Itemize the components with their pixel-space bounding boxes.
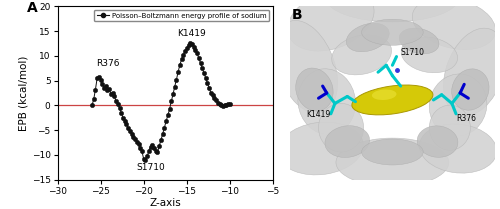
Y-axis label: EPB (kcal/mol): EPB (kcal/mol) <box>19 55 29 131</box>
Text: K1419: K1419 <box>176 29 206 38</box>
X-axis label: Z-axis: Z-axis <box>150 199 181 208</box>
Text: A: A <box>28 1 38 15</box>
Ellipse shape <box>372 89 396 100</box>
Text: K1419: K1419 <box>306 110 330 119</box>
Ellipse shape <box>401 37 458 73</box>
Ellipse shape <box>332 35 392 75</box>
Ellipse shape <box>336 138 449 187</box>
Ellipse shape <box>296 68 333 111</box>
Ellipse shape <box>362 139 423 165</box>
Ellipse shape <box>362 19 423 45</box>
Ellipse shape <box>399 28 439 54</box>
Ellipse shape <box>430 105 470 150</box>
Ellipse shape <box>444 28 500 116</box>
Ellipse shape <box>452 69 489 110</box>
Ellipse shape <box>412 0 496 50</box>
Legend: Poisson–Boltzmann energy profile of sodium: Poisson–Boltzmann energy profile of sodi… <box>94 10 270 21</box>
Text: S1710: S1710 <box>137 163 166 172</box>
Text: R376: R376 <box>96 59 120 68</box>
Ellipse shape <box>278 122 364 175</box>
Ellipse shape <box>417 126 458 157</box>
Ellipse shape <box>288 0 374 51</box>
Ellipse shape <box>430 74 487 136</box>
Text: B: B <box>292 8 302 22</box>
Ellipse shape <box>318 103 364 152</box>
Text: S1710: S1710 <box>400 48 424 57</box>
Ellipse shape <box>325 126 370 157</box>
Ellipse shape <box>326 0 459 22</box>
Ellipse shape <box>420 124 497 173</box>
Ellipse shape <box>352 85 433 115</box>
Ellipse shape <box>298 69 356 135</box>
Ellipse shape <box>275 20 338 113</box>
Text: R376: R376 <box>456 114 476 123</box>
Ellipse shape <box>346 23 389 52</box>
